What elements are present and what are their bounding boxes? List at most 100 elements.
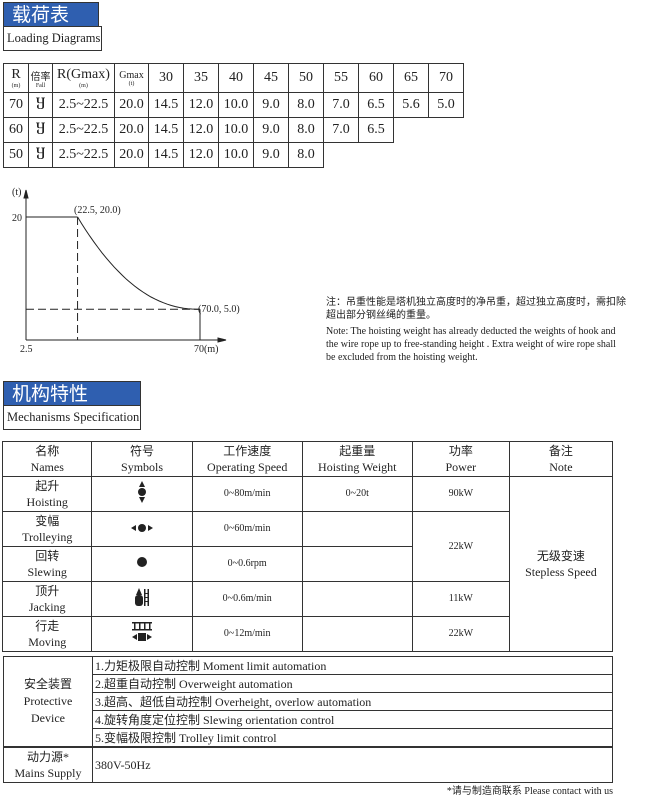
protect-label-en1: Protective (23, 694, 73, 708)
mech-header: 符号 Symbols (91, 441, 193, 477)
name-cn: 变幅 (35, 514, 60, 528)
jacking-icon (135, 588, 150, 609)
name-en: Hoisting (26, 495, 68, 509)
cell-load: 9.0 (253, 92, 289, 118)
cell-load: 6.5 (358, 117, 394, 143)
mech-speed: 0~80m/min (191, 476, 303, 512)
r-unit: (m) (11, 83, 21, 89)
note-en: Note: The hoisting weight has already de… (326, 326, 616, 363)
cell-rg: 2.5~22.5 (52, 92, 115, 118)
cell-load: 14.5 (148, 142, 184, 168)
name-en: Moving (28, 635, 67, 649)
fall-en: Fall (35, 82, 46, 89)
mech-speed: 0~12m/min (191, 616, 303, 652)
loading-row: 60 Ⴘ 2.5~22.5 20.0 14.5 12.0 10.0 9.0 8.0 7.0 6.5 (3, 117, 464, 143)
cell-fall: Ⴘ (28, 142, 53, 168)
mech-weight (301, 511, 413, 547)
footnote: *请与制造商联系 Please contact with us (446, 786, 613, 797)
header-r: R (m) (3, 63, 29, 93)
protect-row: 4.旋转角度定位控制 Slewing orientation control (4, 710, 613, 729)
cell-load: 10.0 (218, 117, 254, 143)
cell-load: 14.5 (148, 117, 184, 143)
cell-load: 8.0 (288, 92, 324, 118)
header-radius: 55 (323, 63, 359, 93)
mech-symbol (91, 581, 193, 617)
mech-subtitle: Mechanisms Specification (3, 405, 141, 430)
cell-load: 5.0 (428, 92, 464, 118)
header-rg: R(Gmax) (m) (52, 63, 115, 93)
cell-fall: Ⴘ (28, 117, 53, 143)
cell-gmax: 20.0 (114, 142, 149, 168)
mech-speed: 0~0.6rpm (191, 546, 303, 582)
header-en: Note (549, 460, 573, 474)
cell-r: 70 (3, 92, 29, 118)
mech-header: 功率 Power (411, 441, 510, 477)
loading-header-row: R (m) 倍率 Fall R(Gmax) (m) Gmax (t) 30 35 40 45 5… (3, 63, 464, 93)
mech-row: 起升 Hoisting 0~80m/min 0~20t 90kW 无级变速 Stepless… (1, 476, 614, 652)
note-en: Stepless Speed (525, 565, 597, 579)
x-axis-label: (m) (204, 344, 218, 355)
mech-header: 名称 Names (1, 441, 93, 477)
mains-en: Mains Supply (14, 766, 82, 780)
cell-r: 50 (3, 142, 29, 168)
header-radius: 70 (428, 63, 464, 93)
name-cn: 行走 (35, 619, 60, 633)
mech-power: 22kW (411, 616, 510, 652)
mech-weight (301, 581, 413, 617)
mech-title: 机构特性 (3, 381, 141, 406)
mech-weight (301, 546, 413, 582)
loading-table: R (m) 倍率 Fall R(Gmax) (m) Gmax (t) 30 35 40 45 5… (3, 63, 464, 168)
cell-gmax: 20.0 (114, 92, 149, 118)
header-en: Power (445, 460, 477, 474)
mech-power: 22kW (411, 511, 510, 582)
mech-symbol (91, 476, 193, 512)
cell-load: 9.0 (253, 117, 289, 143)
trolleying-icon (131, 522, 154, 536)
mains-table: 动力源* Mains Supply 380V-50Hz (3, 747, 613, 783)
header-radius: 40 (218, 63, 254, 93)
mech-row: 变幅 Trolleying 0~60m/min 22kW (1, 511, 613, 582)
y-axis-arrow (23, 189, 29, 199)
cell-load: 7.0 (323, 92, 359, 118)
cell-load: 7.0 (323, 117, 359, 143)
cell-r: 60 (3, 117, 29, 143)
cell-rg: 2.5~22.5 (52, 117, 115, 143)
annotation-end: (70.0, 5.0) (198, 304, 240, 315)
cell-load: 12.0 (183, 92, 219, 118)
mains-row: 动力源* Mains Supply 380V-50Hz (3, 747, 613, 783)
mech-row: 行走 Moving 0~12m/min 22kW (1, 616, 613, 652)
header-radius: 35 (183, 63, 219, 93)
mech-speed: 0~0.6m/min (191, 581, 303, 617)
protect-row: 3.超高、超低自动控制 Overheight, overlow automati… (4, 692, 613, 711)
header-cn: 符号 (130, 444, 155, 458)
protect-item: 1.力矩极限自动控制 Moment limit automation (92, 656, 613, 675)
protect-label: 安全装置 Protective Device (3, 656, 93, 747)
mech-row: 回转 Slewing 0~0.6rpm (1, 546, 613, 582)
name-en: Trolleying (22, 530, 73, 544)
y-tick-20: 20 (12, 213, 22, 224)
gmax-label: Gmax (119, 69, 144, 81)
slewing-icon (136, 557, 148, 571)
mech-name: 起升 Hoisting (1, 476, 93, 512)
mech-weight: 0~20t (301, 476, 413, 512)
cell-load: 6.5 (358, 92, 394, 118)
capacity-curve (77, 216, 201, 310)
header-en: Operating Speed (207, 460, 288, 474)
mech-header: 工作速度 Operating Speed (191, 441, 303, 477)
mech-note: 无级变速 Stepless Speed (508, 476, 614, 652)
empty-cell (393, 117, 464, 143)
mech-symbol (91, 616, 193, 652)
note-cn: 注：吊重性能是塔机独立高度时的净吊重，超过独立高度时，需扣除超出部分钢丝绳的重量… (326, 297, 626, 321)
mech-name: 变幅 Trolleying (1, 511, 93, 547)
cell-rg: 2.5~22.5 (52, 142, 115, 168)
loading-title: 载荷表 (3, 2, 99, 27)
name-en: Jacking (28, 600, 66, 614)
protect-label-cn: 安全装置 (23, 677, 72, 691)
fall-label: 倍率 (30, 71, 51, 83)
name-en: Slewing (27, 565, 67, 579)
header-radius: 65 (393, 63, 429, 93)
cell-fall: Ⴘ (28, 92, 53, 118)
header-radius: 45 (253, 63, 289, 93)
loading-row: 50 Ⴘ 2.5~22.5 20.0 14.5 12.0 10.0 9.0 8.0 (3, 142, 464, 168)
mech-speed: 0~60m/min (191, 511, 303, 547)
